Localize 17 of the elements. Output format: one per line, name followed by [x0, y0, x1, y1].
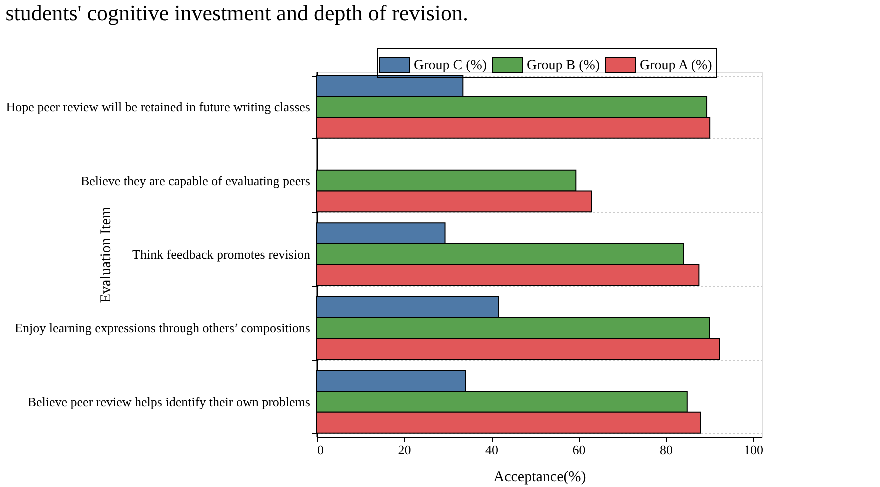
y-tick-label: Hope peer review will be retained in future writing classes — [6, 100, 310, 115]
y-tick-label: Believe peer review helps identify their own problems — [28, 394, 310, 410]
legend-label: Group A (%) — [640, 58, 713, 74]
y-tick-label: Believe they are capable of evaluating peers — [80, 173, 310, 188]
y-axis-title: Evaluation Item — [98, 206, 114, 304]
x-tick-label: 80 — [660, 442, 674, 458]
chart-title: students' cognitive investment and depth of revision. — [6, 0, 469, 26]
legend-label: Group C (%) — [414, 58, 488, 74]
x-tick-label: 0 — [318, 442, 324, 458]
x-tick-label: 40 — [486, 442, 499, 458]
legend-label: Group B (%) — [527, 58, 600, 74]
x-tick-label: 100 — [744, 442, 764, 458]
x-tick-label: 60 — [572, 442, 586, 458]
x-axis-title: Acceptance(%) — [494, 470, 586, 486]
x-tick-label: 20 — [398, 442, 412, 458]
y-tick-label: Think feedback promotes revision — [132, 247, 311, 262]
y-tick-label: Enjoy learning expressions through others’ compositions — [15, 320, 310, 336]
